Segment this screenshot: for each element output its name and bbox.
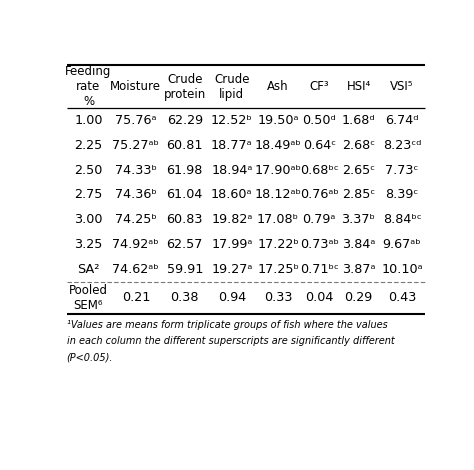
Text: 9.67ᵃᵇ: 9.67ᵃᵇ: [383, 238, 421, 251]
Text: Ash: Ash: [267, 80, 289, 94]
Text: Pooled
SEM⁶: Pooled SEM⁶: [69, 284, 108, 312]
Text: 12.52ᵇ: 12.52ᵇ: [211, 114, 253, 127]
Text: 18.12ᵃᵇ: 18.12ᵃᵇ: [255, 188, 301, 202]
Text: 2.50: 2.50: [74, 164, 103, 177]
Text: in each column the different superscripts are significantly different: in each column the different superscript…: [66, 336, 394, 346]
Text: 18.60ᵃ: 18.60ᵃ: [211, 188, 253, 202]
Text: 75.27ᵃᵇ: 75.27ᵃᵇ: [112, 139, 159, 152]
Text: Crude
protein: Crude protein: [164, 73, 206, 101]
Text: 3.87ᵃ: 3.87ᵃ: [342, 263, 375, 276]
Text: Moisture: Moisture: [110, 80, 161, 94]
Text: (P<0.05).: (P<0.05).: [66, 352, 113, 362]
Text: 8.39ᶜ: 8.39ᶜ: [385, 188, 419, 202]
Text: 59.91: 59.91: [166, 263, 203, 276]
Text: 19.50ᵃ: 19.50ᵃ: [257, 114, 299, 127]
Text: Feeding
rate
%: Feeding rate %: [65, 65, 112, 108]
Text: 3.25: 3.25: [74, 238, 103, 251]
Text: 74.33ᵇ: 74.33ᵇ: [115, 164, 157, 177]
Text: 2.85ᶜ: 2.85ᶜ: [342, 188, 375, 202]
Text: 60.81: 60.81: [166, 139, 203, 152]
Text: 17.25ᵇ: 17.25ᵇ: [257, 263, 299, 276]
Text: HSI⁴: HSI⁴: [346, 80, 371, 94]
Text: 1.00: 1.00: [74, 114, 103, 127]
Text: 62.29: 62.29: [167, 114, 203, 127]
Text: 3.37ᵇ: 3.37ᵇ: [341, 213, 375, 226]
Text: 0.43: 0.43: [388, 291, 416, 305]
Text: 2.25: 2.25: [74, 139, 102, 152]
Text: 6.74ᵈ: 6.74ᵈ: [385, 114, 419, 127]
Text: 3.84ᵃ: 3.84ᵃ: [342, 238, 375, 251]
Text: 0.79ᵃ: 0.79ᵃ: [302, 213, 336, 226]
Text: 0.33: 0.33: [264, 291, 292, 305]
Text: 18.49ᵃᵇ: 18.49ᵃᵇ: [255, 139, 301, 152]
Text: 3.00: 3.00: [74, 213, 103, 226]
Text: 74.25ᵇ: 74.25ᵇ: [115, 213, 157, 226]
Text: 60.83: 60.83: [166, 213, 203, 226]
Text: 0.94: 0.94: [218, 291, 246, 305]
Text: 19.82ᵃ: 19.82ᵃ: [211, 213, 253, 226]
Text: 74.62ᵃᵇ: 74.62ᵃᵇ: [112, 263, 159, 276]
Text: 0.64ᶜ: 0.64ᶜ: [303, 139, 336, 152]
Text: 2.65ᶜ: 2.65ᶜ: [342, 164, 375, 177]
Text: 17.22ᵇ: 17.22ᵇ: [257, 238, 299, 251]
Text: 0.04: 0.04: [305, 291, 334, 305]
Text: 17.99ᵃ: 17.99ᵃ: [211, 238, 253, 251]
Text: SA²: SA²: [77, 263, 100, 276]
Text: ¹Values are means form triplicate groups of fish where the values: ¹Values are means form triplicate groups…: [66, 320, 387, 329]
Text: 8.84ᵇᶜ: 8.84ᵇᶜ: [383, 213, 421, 226]
Text: 0.76ᵃᵇ: 0.76ᵃᵇ: [300, 188, 339, 202]
Text: 7.73ᶜ: 7.73ᶜ: [385, 164, 419, 177]
Text: 0.38: 0.38: [171, 291, 199, 305]
Text: 74.92ᵃᵇ: 74.92ᵃᵇ: [112, 238, 159, 251]
Text: 0.68ᵇᶜ: 0.68ᵇᶜ: [300, 164, 338, 177]
Text: 61.98: 61.98: [166, 164, 203, 177]
Text: 75.76ᵃ: 75.76ᵃ: [115, 114, 156, 127]
Text: 74.36ᵇ: 74.36ᵇ: [115, 188, 157, 202]
Text: 10.10ᵃ: 10.10ᵃ: [381, 263, 423, 276]
Text: 17.08ᵇ: 17.08ᵇ: [257, 213, 299, 226]
Text: 0.73ᵃᵇ: 0.73ᵃᵇ: [300, 238, 339, 251]
Text: 61.04: 61.04: [166, 188, 203, 202]
Text: 0.71ᵇᶜ: 0.71ᵇᶜ: [300, 263, 339, 276]
Text: 0.21: 0.21: [122, 291, 150, 305]
Text: CF³: CF³: [310, 80, 329, 94]
Text: 1.68ᵈ: 1.68ᵈ: [342, 114, 375, 127]
Text: 2.68ᶜ: 2.68ᶜ: [342, 139, 375, 152]
Text: 17.90ᵃᵇ: 17.90ᵃᵇ: [255, 164, 301, 177]
Text: 18.77ᵃ: 18.77ᵃ: [211, 139, 253, 152]
Text: 8.23ᶜᵈ: 8.23ᶜᵈ: [383, 139, 421, 152]
Text: 18.94ᵃ: 18.94ᵃ: [211, 164, 253, 177]
Text: 62.57: 62.57: [166, 238, 203, 251]
Text: 0.29: 0.29: [345, 291, 373, 305]
Text: VSI⁵: VSI⁵: [390, 80, 414, 94]
Text: 2.75: 2.75: [74, 188, 103, 202]
Text: 0.50ᵈ: 0.50ᵈ: [302, 114, 336, 127]
Text: Crude
lipid: Crude lipid: [214, 73, 249, 101]
Text: 19.27ᵃ: 19.27ᵃ: [211, 263, 253, 276]
